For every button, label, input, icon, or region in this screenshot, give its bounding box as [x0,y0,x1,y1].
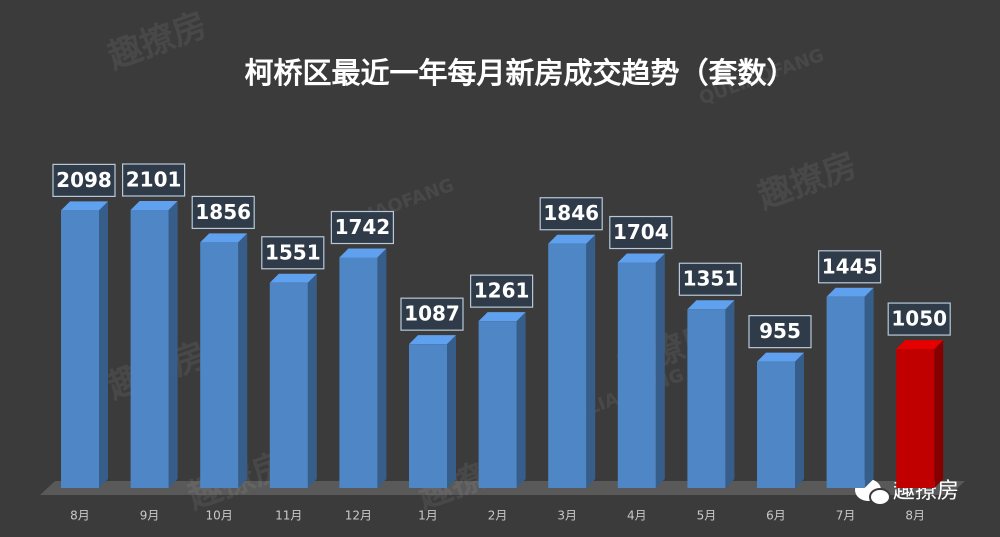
value-label: 1846 [543,201,599,225]
value-label: 1742 [335,215,391,239]
bar-top [130,201,178,210]
x-tick-label: 12月 [345,509,372,523]
bar-side [238,233,248,488]
x-tick-label: 4月 [627,509,647,523]
value-label: 1704 [613,220,669,244]
bar-side [655,253,665,488]
value-label-box [400,297,464,331]
bar-top [548,234,596,244]
bar-side [516,312,526,488]
value-label-box [539,197,603,231]
bar-side [377,248,387,488]
logo-icon [869,488,891,506]
bar [200,242,239,488]
value-label: 2101 [126,168,182,192]
x-tick-label: 5月 [697,509,717,523]
bar [826,296,865,488]
bar [896,349,935,488]
bar-side [586,234,596,488]
bar-top [687,300,735,310]
x-tick-label: 3月 [557,509,577,523]
x-tick-label: 6月 [766,509,786,523]
value-label-box [817,250,882,284]
value-label: 1551 [265,240,321,264]
value-label-box [261,236,325,270]
bar-side [99,201,108,488]
bar-top [896,340,944,350]
x-tick-label: 1月 [418,509,438,523]
bar-top [269,273,317,283]
bar-top [617,253,665,263]
bar [269,282,308,488]
value-label: 1087 [404,302,460,326]
x-tick-label: 8月 [905,509,925,523]
bar [757,361,795,488]
value-label-box [121,163,186,197]
bar [61,210,99,488]
value-label: 2098 [56,168,112,192]
bar-top [757,352,804,362]
bar [409,344,447,488]
value-label-box [748,315,812,349]
bar [478,321,517,488]
bar-side [307,273,317,488]
value-label-box [678,262,743,296]
bar-top [61,201,108,211]
bar-side [934,340,944,488]
bar-top [409,335,456,345]
value-label: 1351 [683,267,739,291]
bar-side [864,287,874,488]
x-tick-label: 10月 [206,509,233,523]
bar-side [795,352,804,488]
x-tick-label: 7月 [836,509,856,523]
value-label-box [330,210,394,245]
value-label-box [52,163,116,197]
bar-top [200,233,248,243]
bar [548,243,587,488]
value-label: 1261 [474,279,530,303]
bar [687,309,726,488]
bar-side [168,201,178,488]
chart-title: 柯桥区最近一年每月新房成交趋势（套数） [244,56,795,90]
x-tick-label: 11月 [275,509,302,523]
bar-side [447,335,456,488]
x-tick-label: 2月 [488,509,508,523]
value-label-box [887,302,951,336]
bar [339,257,378,488]
bar-side [725,300,735,488]
value-label: 1856 [195,200,251,224]
value-label: 1445 [822,254,878,278]
bar [617,262,656,488]
bar [130,210,169,488]
bar-top [826,287,874,297]
value-label: 955 [759,319,801,343]
value-label-box [470,274,534,308]
x-tick-label: 9月 [140,509,160,523]
bar-top [339,248,387,258]
bar-top [478,312,526,322]
value-label-box [191,195,255,230]
value-label: 1050 [891,307,947,331]
x-tick-label: 8月 [70,509,90,523]
value-label-box [609,215,673,250]
